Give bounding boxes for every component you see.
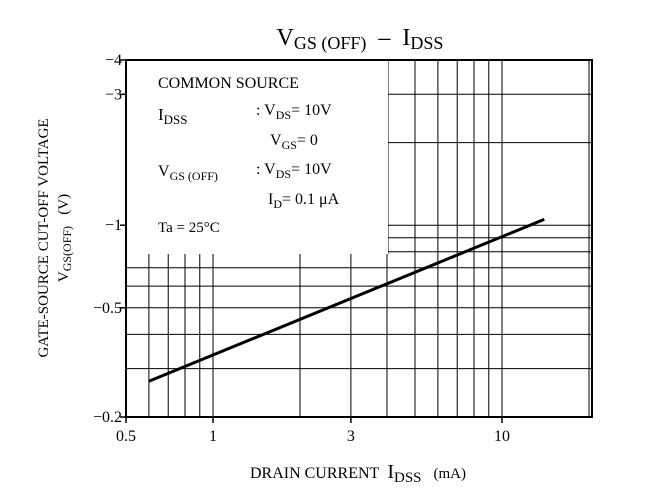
y-axis-label-line2: VGS(OFF) (V) [56,194,74,282]
x-tick-label: 3 [347,428,355,445]
annotation-vgsoff-label: VGS (OFF) [158,163,218,183]
annotation-idss-vds: : VDS= 10V [256,102,332,122]
series-line [148,218,545,383]
annotation: COMMON SOURCE IDSS : VDS= 10V VGS= 0 VGS… [158,75,340,236]
chart-title: VGS (OFF) – IDSS [277,25,444,54]
x-tick-label: 0.5 [116,428,136,445]
x-tick-label: 10 [494,428,510,445]
annotation-idss-vgs: VGS= 0 [270,132,318,152]
x-tick-labels: 0.5 1 3 10 [116,428,510,445]
annotation-box [126,60,388,254]
annotation-idss-label: IDSS [158,105,188,127]
y-tick-labels: −0.2 −0.5 −1 −3 −4 [93,52,122,426]
y-tick-label: −4 [105,52,122,69]
x-tick-label: 1 [209,428,217,445]
y-axis-label-line1: GATE-SOURCE CUT-OFF VOLTAGE [36,118,52,357]
grid-lines [126,60,592,417]
annotation-vgsoff-id: ID= 0.1 μA [268,191,340,211]
annotation-ta: Ta = 25°C [158,220,220,236]
y-tick-label: −0.2 [93,409,122,426]
series-group [148,218,545,383]
axis-ticks [120,59,503,423]
y-tick-label: −0.5 [93,300,122,317]
y-tick-label: −1 [105,217,122,234]
plot-frame [125,59,593,418]
y-tick-label: −3 [105,86,122,103]
annotation-common-source: COMMON SOURCE [158,75,299,92]
x-axis-label: DRAIN CURRENT IDSS (mA) [250,461,466,486]
annotation-vgsoff-vds: : VDS= 10V [256,161,332,181]
